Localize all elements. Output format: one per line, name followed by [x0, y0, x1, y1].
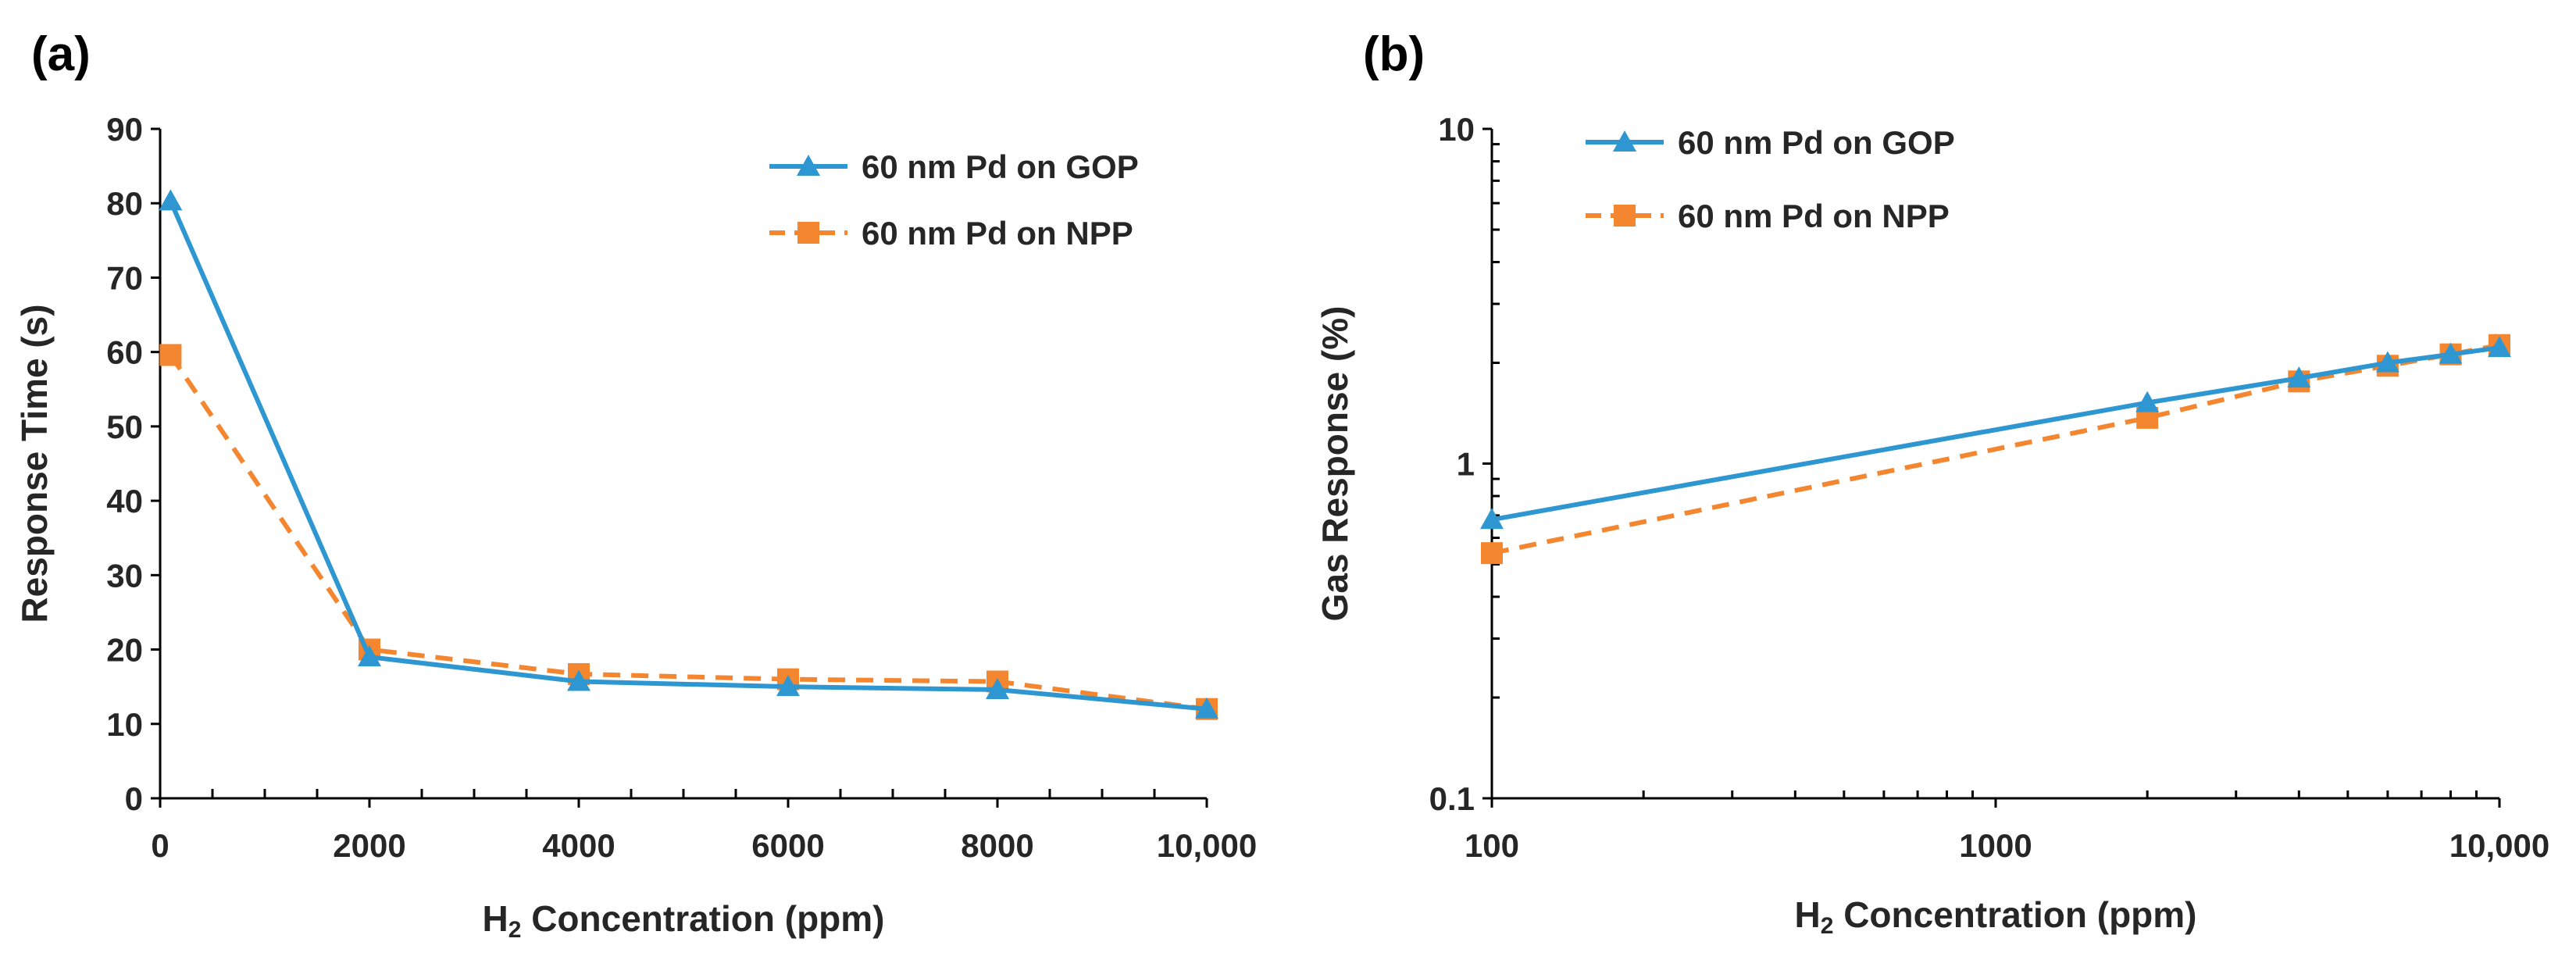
- data-point: [1481, 542, 1503, 565]
- data-point: [2135, 391, 2160, 412]
- x-tick-label: 10,000: [2449, 827, 2549, 864]
- legend: 60 nm Pd on GOP 60 nm Pd on NPP: [1586, 124, 1955, 234]
- y-axis-title: Gas Response (%): [1315, 306, 1355, 622]
- data-point: [1195, 697, 1218, 719]
- legend-label: 60 nm Pd on NPP: [1678, 198, 1950, 234]
- x-tick-label: 8000: [961, 827, 1033, 864]
- x-axis-title: H2 Concentration (ppm): [1795, 894, 2197, 939]
- x-tick-label: 1000: [1959, 827, 2032, 864]
- data-point: [159, 189, 183, 211]
- panel-label: (b): [1363, 27, 1425, 81]
- chart-panel-a: (a) 0 10 20 30 40 50 60 70 80 90 0 2000 4000 6000 8000 1…: [14, 27, 1257, 943]
- series-gop: [159, 189, 1218, 719]
- x-tick-label: 100: [1465, 827, 1519, 864]
- y-tick-label: 50: [106, 409, 143, 445]
- data-point: [2488, 336, 2511, 358]
- x-tick-label: 0: [151, 827, 169, 864]
- data-point: [986, 677, 1009, 699]
- y-axis-title: Response Time (s): [14, 304, 55, 623]
- series-line: [168, 353, 1208, 712]
- y-tick-label: 1: [1457, 446, 1475, 483]
- legend-marker: [1614, 205, 1636, 227]
- y-tick-label: 10: [1438, 111, 1475, 148]
- series-gop: [1480, 336, 2511, 530]
- y-tick-label: 80: [106, 185, 143, 222]
- legend-marker: [797, 155, 820, 176]
- legend-label: 60 nm Pd on GOP: [1678, 124, 1955, 161]
- data-point: [776, 675, 800, 697]
- series-line: [1491, 342, 2500, 556]
- series-line: [1491, 345, 2500, 523]
- y-tick-label: 0.1: [1429, 780, 1475, 817]
- data-point: [2375, 351, 2399, 373]
- data-point: [358, 645, 381, 667]
- y-tick-label: 10: [106, 706, 143, 743]
- legend: 60 nm Pd on GOP 60 nm Pd on NPP: [769, 148, 1139, 252]
- data-point: [159, 344, 182, 366]
- legend-marker: [1613, 130, 1636, 152]
- x-tick-label: 4000: [542, 827, 615, 864]
- legend-label: 60 nm Pd on GOP: [862, 148, 1139, 185]
- y-tick-label: 20: [106, 632, 143, 669]
- series-line: [168, 200, 1208, 712]
- y-tick-label: 70: [106, 259, 143, 296]
- y-tick-label: 60: [106, 334, 143, 371]
- y-tick-label: 0: [125, 780, 143, 817]
- y-tick-label: 90: [106, 111, 143, 148]
- y-tick-label: 40: [106, 483, 143, 519]
- data-point: [2439, 342, 2463, 364]
- legend-marker: [797, 222, 819, 244]
- data-point: [1480, 508, 1504, 530]
- series-npp: [159, 344, 1218, 720]
- x-tick-label: 6000: [751, 827, 824, 864]
- y-tick-label: 30: [106, 557, 143, 594]
- chart-panel-b: (b) 0.1 1 10 100 1000 10,000 Gas Response (%) H2…: [1315, 27, 2549, 939]
- data-point: [2287, 366, 2311, 388]
- panel-label: (a): [31, 27, 91, 81]
- x-tick-label: 2000: [333, 827, 405, 864]
- x-axis-title: H2 Concentration (ppm): [483, 898, 885, 943]
- legend-label: 60 nm Pd on NPP: [862, 215, 1133, 252]
- x-tick-label: 10,000: [1157, 827, 1257, 864]
- data-point: [567, 669, 590, 691]
